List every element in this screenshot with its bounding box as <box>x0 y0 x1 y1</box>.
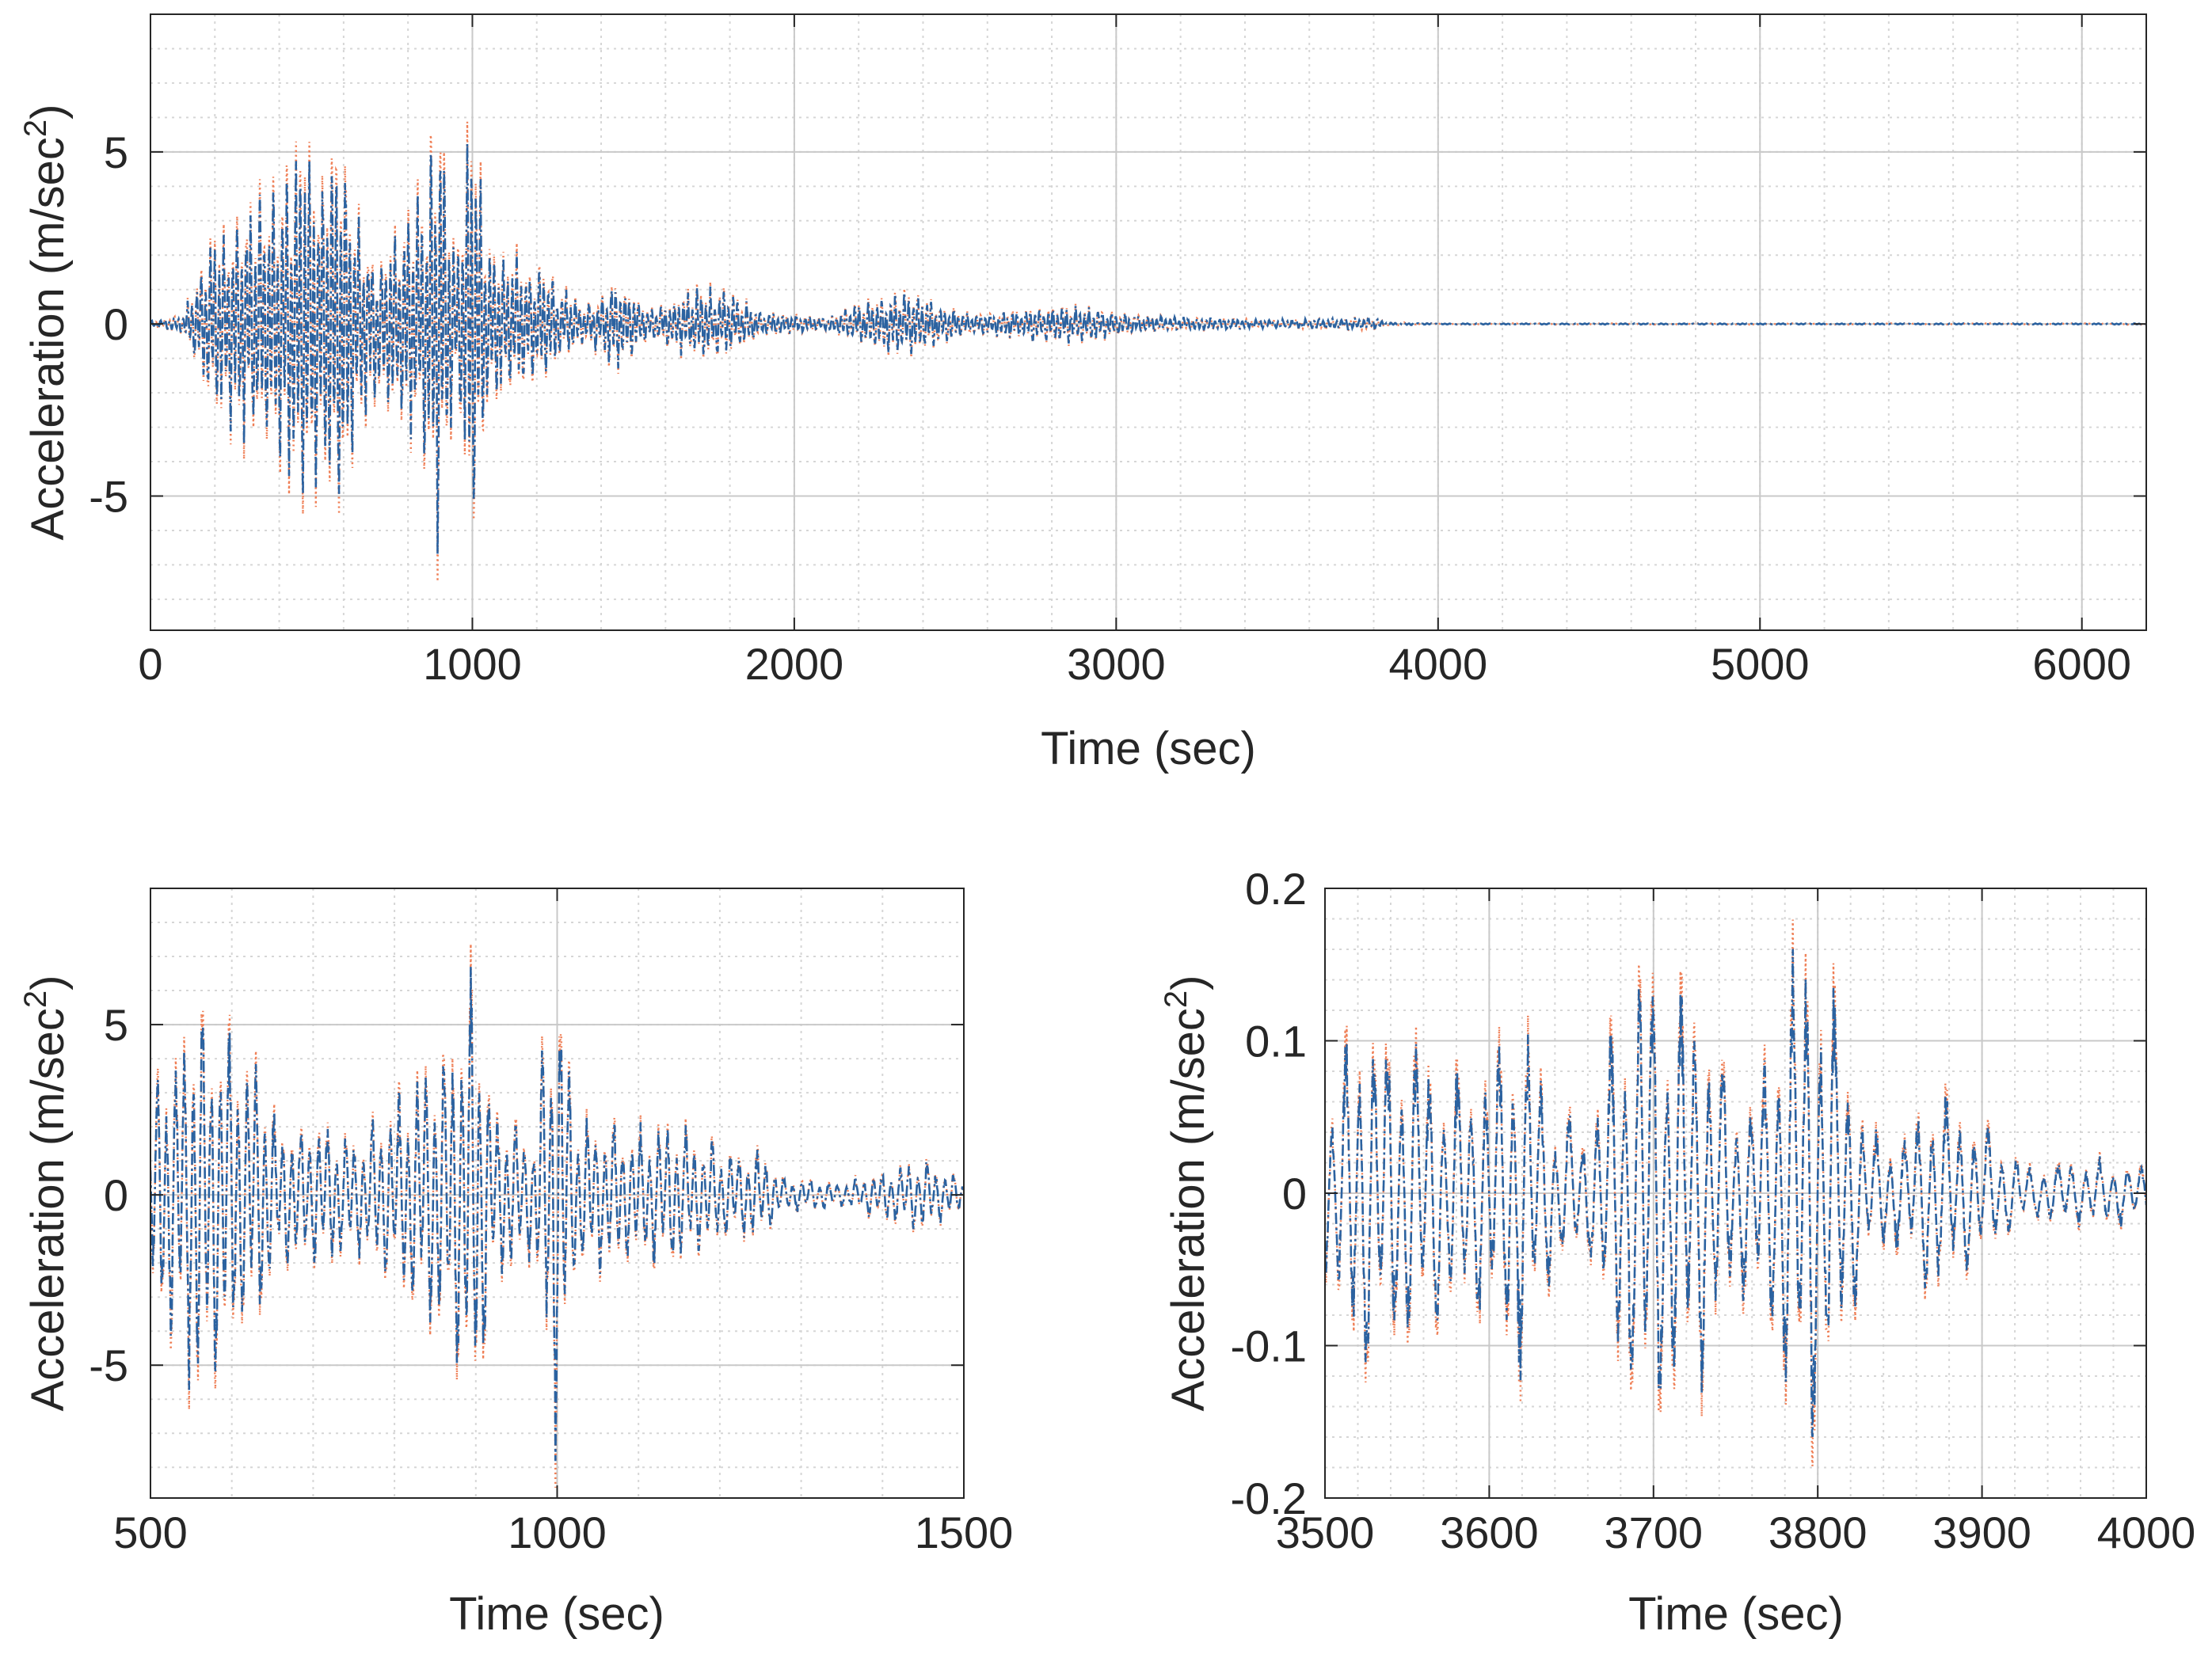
y-tick-label: 5 <box>104 127 128 177</box>
y-axis-label-superscript: 2 <box>18 120 53 137</box>
y-tick-label: 0.2 <box>1245 864 1307 914</box>
x-tick-label: 500 <box>113 1508 187 1557</box>
y-axis-label-bottom-right: Acceleration (m/sec2) <box>1159 975 1214 1412</box>
y-axis-label-bottom-left: Acceleration (m/sec2) <box>18 975 74 1412</box>
axes-bottom-left: 500 1000 1500 -5 0 5 Time (sec) Acceleration… <box>18 888 1013 1640</box>
series-line-series-1 <box>150 967 964 1462</box>
y-tick-labels-top: -5 0 5 <box>89 127 128 522</box>
y-tick-label: -5 <box>89 1340 128 1390</box>
y-axis-label-superscript: 2 <box>18 990 53 1008</box>
series-line-series-2 <box>150 121 2146 582</box>
x-tick-label: 3500 <box>1276 1508 1375 1557</box>
x-tick-label: 4000 <box>1389 639 1488 689</box>
ticks-bottom-left <box>150 888 965 1498</box>
axes-bottom-right: 3500 3600 3700 3800 3900 4000 -0.2 -0.1 0 0.1 0.2… <box>1159 864 2195 1640</box>
y-tick-labels-bottom-right: -0.2 -0.1 0 0.1 0.2 <box>1231 864 1308 1523</box>
y-tick-label: 0 <box>104 299 128 349</box>
y-tick-labels-bottom-left: -5 0 5 <box>89 1000 128 1390</box>
series-bottom-left <box>150 944 964 1488</box>
x-tick-label: 6000 <box>2032 639 2131 689</box>
x-tick-labels-top: 0 1000 2000 3000 4000 5000 6000 <box>138 639 2131 689</box>
series-line-series-1 <box>1325 949 2146 1438</box>
x-tick-label: 4000 <box>2097 1508 2196 1557</box>
y-axis-label-top: Acceleration (m/sec2) <box>18 105 74 541</box>
x-tick-label: 1000 <box>423 639 522 689</box>
series-line-series-1 <box>150 143 2146 554</box>
x-axis-label-bottom-left: Time (sec) <box>449 1588 664 1640</box>
x-tick-label: 2000 <box>745 639 844 689</box>
x-tick-label: 3600 <box>1440 1508 1539 1557</box>
y-tick-label: 5 <box>104 1000 128 1050</box>
x-tick-label: 3000 <box>1067 639 1166 689</box>
series-top <box>150 121 2146 582</box>
x-tick-labels-bottom-right: 3500 3600 3700 3800 3900 4000 <box>1276 1508 2196 1557</box>
ticks-top <box>150 14 2146 630</box>
series-bottom-right <box>1325 919 2146 1466</box>
ticks-bottom-right <box>1324 888 2147 1499</box>
y-tick-label: 0 <box>1282 1169 1307 1219</box>
y-tick-label: -5 <box>89 471 128 521</box>
x-tick-label: 1000 <box>508 1508 607 1557</box>
y-tick-label: -0.2 <box>1231 1473 1308 1523</box>
y-tick-label: -0.1 <box>1231 1321 1308 1371</box>
x-tick-label: 1500 <box>915 1508 1014 1557</box>
x-tick-label: 0 <box>138 639 162 689</box>
x-tick-label: 3900 <box>1932 1508 2031 1557</box>
axes-box-top <box>150 13 2147 631</box>
x-axis-label-top: Time (sec) <box>1041 723 1256 774</box>
x-tick-labels-bottom-left: 500 1000 1500 <box>113 1508 1013 1557</box>
axes-top: 0 1000 2000 3000 4000 5000 6000 -5 0 5 Time (sec… <box>18 13 2147 774</box>
x-tick-label: 5000 <box>1711 639 1810 689</box>
x-tick-label: 3700 <box>1605 1508 1704 1557</box>
y-tick-label: 0.1 <box>1245 1017 1307 1067</box>
y-tick-label: 0 <box>104 1170 128 1220</box>
x-axis-label-bottom-right: Time (sec) <box>1628 1588 1844 1640</box>
y-axis-label-superscript: 2 <box>1159 990 1194 1008</box>
x-tick-label: 3800 <box>1768 1508 1867 1557</box>
